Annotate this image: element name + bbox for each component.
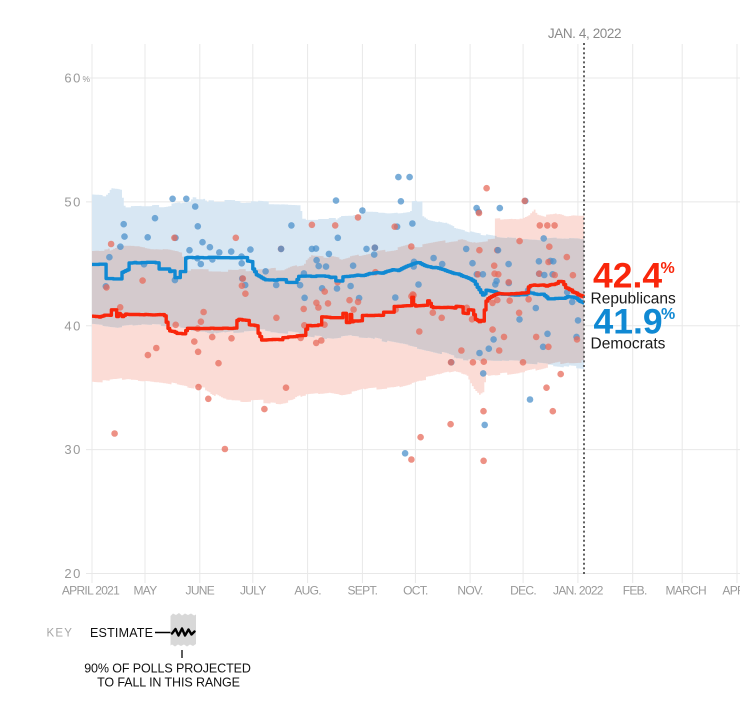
- svg-text:APRIL: APRIL: [722, 584, 740, 598]
- svg-text:Democrats: Democrats: [591, 336, 666, 353]
- svg-text:TO FALL IN THIS RANGE: TO FALL IN THIS RANGE: [97, 676, 240, 690]
- svg-text:%: %: [661, 260, 675, 277]
- svg-text:40: 40: [64, 318, 82, 333]
- svg-text:50: 50: [64, 195, 82, 210]
- svg-text:MAY: MAY: [133, 584, 157, 598]
- svg-text:ESTIMATE: ESTIMATE: [90, 626, 153, 640]
- svg-text:DEC.: DEC.: [510, 584, 536, 598]
- svg-text:60: 60: [64, 71, 82, 86]
- svg-text:30: 30: [64, 442, 82, 457]
- svg-text:%: %: [661, 306, 675, 323]
- svg-text:42.4: 42.4: [593, 256, 662, 296]
- svg-text:JULY: JULY: [240, 584, 266, 598]
- svg-text:AUG.: AUG.: [294, 584, 321, 598]
- svg-text:41.9: 41.9: [594, 302, 663, 342]
- svg-text:%: %: [83, 74, 91, 84]
- svg-text:APRIL 2021: APRIL 2021: [62, 584, 120, 598]
- svg-text:MARCH: MARCH: [665, 584, 706, 598]
- svg-text:KEY: KEY: [47, 628, 74, 640]
- svg-text:JAN. 2022: JAN. 2022: [553, 584, 604, 598]
- svg-text:FEB.: FEB.: [623, 584, 647, 598]
- svg-text:Republicans: Republicans: [591, 291, 677, 308]
- svg-text:JAN. 4, 2022: JAN. 4, 2022: [548, 26, 621, 41]
- svg-text:JUNE: JUNE: [186, 584, 215, 598]
- svg-text:NOV.: NOV.: [457, 584, 483, 598]
- svg-text:OCT.: OCT.: [403, 584, 428, 598]
- svg-text:20: 20: [64, 566, 82, 581]
- svg-text:90% OF POLLS PROJECTED: 90% OF POLLS PROJECTED: [84, 662, 251, 676]
- svg-text:SEPT.: SEPT.: [347, 584, 377, 598]
